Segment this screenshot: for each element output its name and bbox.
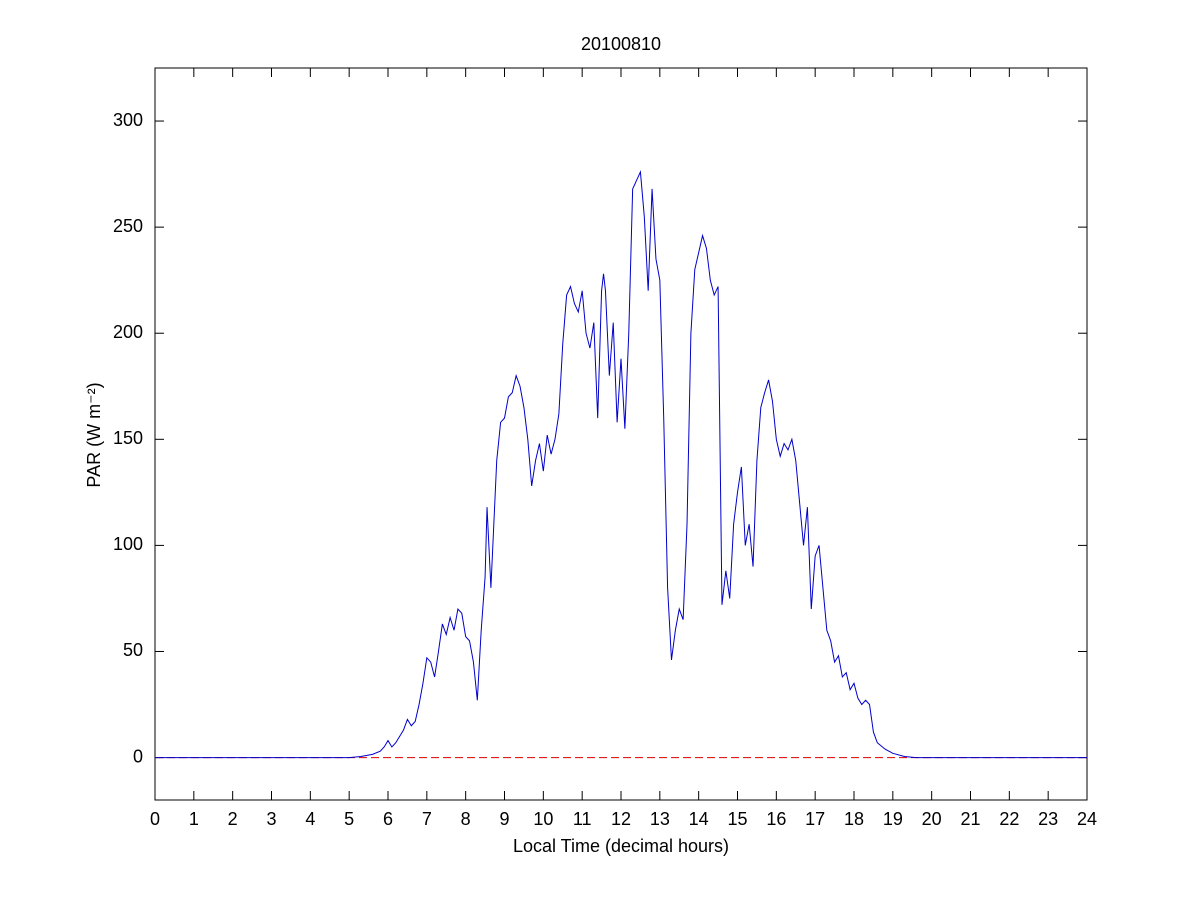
x-tick-label: 17 — [805, 809, 825, 829]
x-axis-label: Local Time (decimal hours) — [513, 836, 729, 856]
x-tick-label: 20 — [922, 809, 942, 829]
y-tick-label: 250 — [113, 216, 143, 236]
x-tick-label: 12 — [611, 809, 631, 829]
x-tick-label: 1 — [189, 809, 199, 829]
x-tick-label: 5 — [344, 809, 354, 829]
x-tick-label: 14 — [689, 809, 709, 829]
y-tick-label: 0 — [133, 746, 143, 766]
y-tick-label: 300 — [113, 110, 143, 130]
x-tick-label: 0 — [150, 809, 160, 829]
x-tick-label: 18 — [844, 809, 864, 829]
y-tick-label: 50 — [123, 640, 143, 660]
x-tick-label: 7 — [422, 809, 432, 829]
axes-box — [154, 67, 1088, 801]
y-tick-label: 150 — [113, 428, 143, 448]
x-tick-label: 11 — [573, 809, 592, 829]
x-tick-label: 16 — [766, 809, 786, 829]
x-tick-label: 8 — [461, 809, 471, 829]
x-tick-label: 21 — [960, 809, 980, 829]
x-tick-label: 24 — [1077, 809, 1097, 829]
x-tick-label: 13 — [650, 809, 670, 829]
x-tick-label: 15 — [727, 809, 747, 829]
data-line — [155, 170, 1087, 759]
x-tick-label: 10 — [533, 809, 553, 829]
x-tick-label: 19 — [883, 809, 903, 829]
y-axis-label: PAR (W m⁻²) — [84, 382, 104, 487]
y-tick-label: 100 — [113, 534, 143, 554]
x-tick-label: 9 — [499, 809, 509, 829]
x-tick-label: 22 — [999, 809, 1019, 829]
chart-title: 20100810 — [581, 34, 661, 54]
x-tick-label: 23 — [1038, 809, 1058, 829]
x-tick-label: 2 — [228, 809, 238, 829]
x-tick-label: 4 — [305, 809, 315, 829]
x-tick-label: 3 — [266, 809, 276, 829]
y-tick-label: 200 — [113, 322, 143, 342]
x-tick-label: 6 — [383, 809, 393, 829]
